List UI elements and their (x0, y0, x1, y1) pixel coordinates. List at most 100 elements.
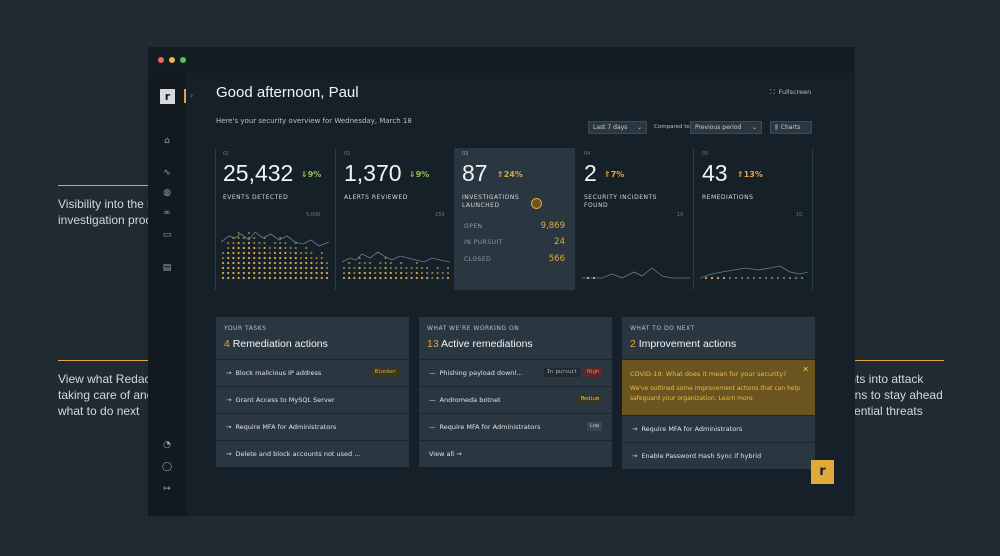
sidebar: r ⌂ ∿ ◍ ∞ ▭ ▤ ◔ ◯ ↦ (148, 73, 186, 516)
chart-dot (348, 266, 351, 270)
fullscreen-button[interactable]: ⛶ Fullscreen (770, 88, 812, 96)
chart-dot (247, 236, 251, 240)
chart-dot (400, 276, 403, 280)
report-icon[interactable]: ▤ (162, 263, 172, 273)
chart-dot (242, 246, 245, 250)
chart-dot (242, 276, 245, 280)
stat-max: 10 (677, 212, 684, 218)
chart-dot (247, 276, 251, 280)
document-icon[interactable]: ▭ (162, 230, 172, 240)
chart-dot (273, 246, 277, 250)
improvement-row[interactable]: → Enable Password Hash Sync if hybrid (622, 442, 815, 469)
chart-dot (305, 271, 308, 275)
logout-icon[interactable]: ↦ (163, 484, 171, 494)
chart-dot (232, 251, 235, 255)
chart-dot (320, 261, 323, 265)
chart-dot (279, 251, 282, 255)
link-icon[interactable]: ∞ (163, 208, 171, 218)
chart-trend-line (221, 231, 329, 247)
titlebar (148, 47, 855, 73)
view-all-link[interactable]: View all → (419, 440, 612, 467)
stat-value: 25,432 (223, 160, 294, 186)
chart-dot (237, 231, 240, 235)
chart-dot (289, 271, 292, 275)
chart-dot (258, 261, 261, 265)
app-window: r ⌂ ∿ ◍ ∞ ▭ ▤ ◔ ◯ ↦ › Good afternoon, Pa… (148, 47, 855, 516)
chart-dot (263, 276, 266, 280)
chart-dot (389, 261, 392, 265)
home-icon[interactable]: ⌂ (164, 136, 170, 146)
remediation-row[interactable]: — Phishing payload downl... In pursuit Hi… (419, 359, 612, 386)
improvement-row[interactable]: → Require MFA for Administrators (622, 415, 815, 442)
maximize-window-dot[interactable] (180, 57, 186, 63)
stat-change: ⇓9% (301, 170, 322, 179)
chart-dot (400, 271, 403, 275)
chart-dot (320, 276, 323, 280)
arrow-right-icon: → (226, 396, 232, 404)
chart-trend-line (700, 265, 808, 279)
logo-separator (184, 89, 186, 103)
chart-dot (592, 276, 596, 280)
chart-dot (770, 276, 774, 280)
remediation-row[interactable]: — Andromeda botnet Medium (419, 386, 612, 413)
fullscreen-icon: ⛶ (770, 88, 775, 96)
period-select[interactable]: Last 7 days ⌄ (588, 121, 647, 134)
close-window-dot[interactable] (158, 57, 164, 63)
task-row[interactable]: → Block malicious IP address Blocker (216, 359, 409, 386)
minimize-window-dot[interactable] (169, 57, 175, 63)
task-row[interactable]: → Require MFA for Administrators (216, 413, 409, 440)
stat-alerts[interactable]: 02 1,370 ⇓9% ALERTS REVIEWED 150 (336, 148, 454, 290)
stat-incidents[interactable]: 04 2 ⇑7% SECURITY INCIDENTS FOUND 10 (576, 148, 693, 290)
chart-dot (358, 276, 361, 280)
stat-events[interactable]: 01 25,432 ⇓9% EVENTS DETECTED 5,000 (215, 148, 335, 290)
chart-dot (232, 276, 235, 280)
collapse-sidebar-icon[interactable]: › (190, 91, 194, 100)
dash-icon: — (429, 396, 436, 404)
chart-dot (289, 251, 292, 255)
chart-dot (342, 271, 346, 275)
chart-dot (263, 236, 266, 240)
chart-dot (284, 251, 287, 255)
user-icon[interactable]: ◯ (162, 462, 173, 472)
task-row[interactable]: → Delete and block accounts not used ... (216, 440, 409, 467)
chart-dot (232, 256, 235, 260)
charts-button[interactable]: ⫼ Charts (770, 121, 812, 134)
chart-dot (379, 271, 382, 275)
chart-dot (310, 261, 313, 265)
chart-dot (273, 261, 277, 265)
blocker-badge: Blocker (371, 368, 399, 377)
chart-dot (782, 276, 786, 280)
chart-dot (227, 276, 230, 280)
arrow-right-icon: → (456, 450, 462, 458)
globe-icon[interactable]: ◍ (163, 188, 171, 198)
logo[interactable]: r (160, 89, 175, 104)
stat-investigations[interactable]: 03 87 ⇑24% INVESTIGATIONS LAUNCHED OPEN … (454, 148, 575, 290)
chart-dot (263, 266, 266, 270)
chart-dot (320, 266, 323, 270)
chart-dot (405, 271, 408, 275)
chart-dot (310, 266, 313, 270)
remediation-row[interactable]: — Require MFA for Administrators Low (419, 413, 612, 440)
chart-dot (237, 271, 240, 275)
close-icon[interactable]: ✕ (802, 365, 809, 374)
chart-dot (232, 246, 235, 250)
task-row[interactable]: → Grant Access to MySQL Server (216, 386, 409, 413)
severity-badge-high: High (583, 368, 602, 377)
covid-notice[interactable]: COVID-19: What does it mean for your sec… (622, 359, 815, 415)
chat-bubble[interactable]: r (811, 460, 834, 484)
chart-dot (242, 261, 245, 265)
compared-select[interactable]: Previous period ⌄ (690, 121, 762, 134)
chart-trend-line (582, 267, 690, 279)
chart-dot (348, 261, 351, 265)
chart-dot (227, 246, 230, 250)
arrow-down-icon: ⇓ (409, 170, 416, 179)
chart-dot (253, 246, 256, 250)
chart-dot (253, 271, 256, 275)
stat-label: ALERTS REVIEWED (344, 194, 408, 201)
activity-icon[interactable]: ∿ (163, 168, 171, 178)
stat-remediations[interactable]: 05 43 ⇑13% REMEDIATIONS 10 (694, 148, 812, 290)
bell-icon[interactable]: ◔ (163, 440, 171, 450)
chart-dot (294, 271, 297, 275)
chart-dot (426, 276, 429, 280)
chart-dot (728, 276, 732, 280)
